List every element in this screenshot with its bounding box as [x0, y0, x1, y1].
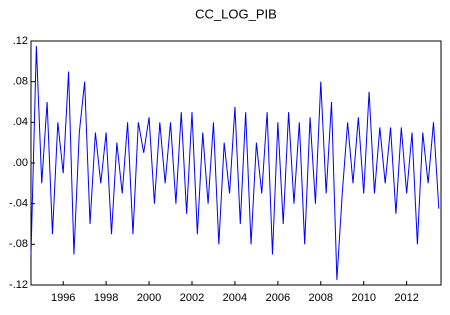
plot-frame [30, 40, 442, 286]
data-line [30, 46, 440, 280]
x-tick-label: 1996 [51, 292, 75, 304]
x-tick-label: 2006 [266, 292, 290, 304]
y-tick-label: -.04 [9, 198, 28, 210]
x-tick-label: 2004 [223, 292, 247, 304]
x-tick-label: 2010 [351, 292, 375, 304]
x-tick-label: 1998 [94, 292, 118, 304]
chart-title: CC_LOG_PIB [195, 6, 277, 21]
x-tick-label: 2002 [180, 292, 204, 304]
y-tick-label: .00 [13, 157, 28, 169]
y-tick-label: -.12 [9, 279, 28, 291]
x-tick-label: 2008 [309, 292, 333, 304]
x-tick-label: 2012 [394, 292, 418, 304]
y-tick-label: .12 [13, 35, 28, 47]
y-tick-label: -.08 [9, 238, 28, 250]
y-tick-label: .08 [13, 76, 28, 88]
y-tick-label: .04 [13, 116, 28, 128]
x-tick-label: 2000 [137, 292, 161, 304]
